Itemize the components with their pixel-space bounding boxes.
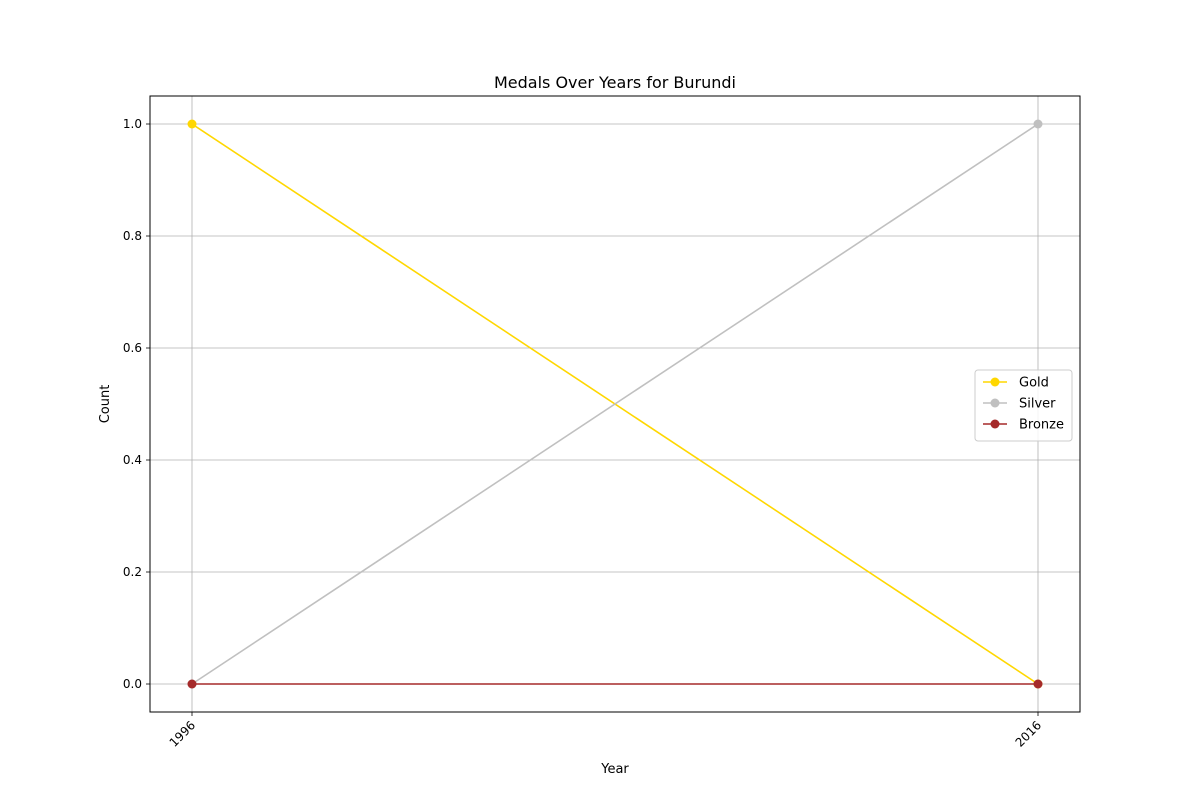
axes: [149, 95, 1081, 713]
legend-label-bronze: Bronze: [1019, 418, 1064, 433]
chart-title: Medals Over Years for Burundi: [494, 73, 736, 92]
data-point-bronze: [1033, 679, 1043, 689]
legend-label-gold: Gold: [1019, 376, 1049, 391]
legend-swatch-marker-gold: [990, 377, 1000, 387]
y-tick-label: 0.6: [123, 341, 142, 355]
y-axis-label: Count: [98, 385, 113, 424]
data-point-bronze: [187, 679, 197, 689]
legend-swatch-marker-silver: [990, 398, 1000, 408]
y-tick-label: 0.4: [123, 453, 142, 467]
x-axis-label: Year: [600, 762, 629, 777]
legend: Gold Silver Bronze: [974, 369, 1073, 442]
plot-frame: [149, 95, 1081, 713]
y-tick-label: 0.0: [123, 677, 142, 691]
data-point-gold: [187, 119, 197, 129]
legend-swatch-marker-bronze: [990, 419, 1000, 429]
series-line-silver: [191, 123, 1039, 685]
y-tick-label: 1.0: [123, 117, 142, 131]
legend-label-silver: Silver: [1019, 397, 1056, 412]
y-tick-label: 0.8: [123, 229, 142, 243]
series-lines: [187, 119, 1043, 689]
data-point-silver: [1033, 119, 1043, 129]
y-tick-label: 0.2: [123, 565, 142, 579]
